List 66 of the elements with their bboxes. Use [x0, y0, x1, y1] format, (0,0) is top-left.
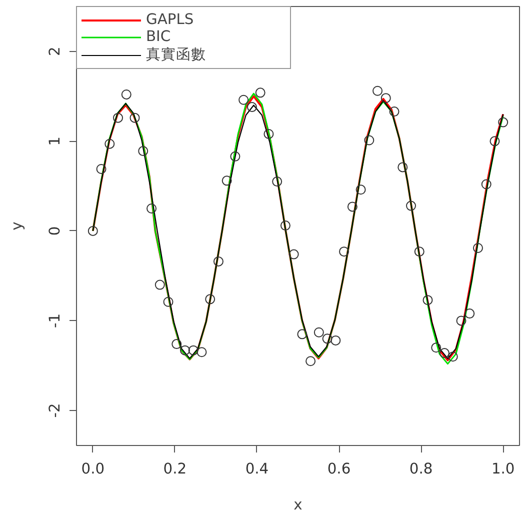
legend-label: BIC — [146, 28, 172, 45]
x-tick-label: 0.6 — [327, 460, 351, 478]
point — [238, 94, 249, 105]
point — [422, 295, 433, 306]
x-tick-label: 0.0 — [81, 460, 105, 478]
point — [88, 226, 98, 236]
x-tick-label: 0.4 — [245, 460, 269, 478]
point — [431, 342, 442, 353]
point — [196, 347, 207, 358]
point — [246, 102, 257, 112]
point — [255, 88, 266, 98]
point — [213, 256, 224, 266]
point — [138, 146, 148, 156]
point — [322, 334, 332, 344]
y-tick-label: 1 — [46, 136, 64, 146]
y-tick-label: 0 — [46, 226, 64, 236]
x-tick-label: 1.0 — [491, 460, 515, 478]
point — [490, 136, 500, 146]
point — [264, 128, 274, 139]
point — [222, 176, 232, 186]
point — [439, 348, 450, 358]
point — [163, 296, 174, 307]
x-axis-title: x — [294, 496, 303, 514]
point — [398, 162, 408, 172]
point — [414, 246, 424, 257]
point — [130, 112, 140, 123]
point — [472, 243, 483, 253]
point — [180, 345, 190, 356]
point — [146, 204, 157, 214]
point — [380, 93, 391, 104]
point — [113, 112, 124, 123]
point — [330, 335, 341, 346]
point — [230, 151, 240, 162]
legend-label: 真實函數 — [146, 45, 207, 64]
point — [406, 200, 416, 211]
x-tick-label: 0.8 — [409, 460, 433, 478]
point — [288, 249, 299, 260]
point — [280, 220, 290, 231]
x-tick-label: 0.2 — [163, 460, 187, 478]
point — [154, 280, 165, 290]
y-tick-label: -1 — [46, 313, 64, 328]
y-tick-label: 2 — [46, 46, 64, 56]
point — [339, 246, 350, 257]
point — [205, 294, 216, 304]
point — [297, 329, 308, 340]
point — [464, 308, 475, 319]
point — [498, 117, 508, 128]
point — [96, 164, 106, 174]
point — [306, 356, 316, 366]
point — [188, 345, 198, 356]
point — [389, 106, 400, 117]
point — [364, 135, 374, 146]
y-tick-label: -2 — [46, 403, 64, 418]
point — [347, 202, 358, 212]
point — [172, 339, 182, 350]
point — [121, 89, 132, 100]
point — [448, 352, 458, 362]
legend-label: GAPLS — [146, 11, 195, 28]
point — [356, 184, 366, 195]
point — [481, 179, 492, 190]
y-axis-title: y — [8, 221, 26, 230]
point — [272, 176, 282, 187]
point — [314, 327, 324, 338]
point — [372, 86, 383, 96]
point — [456, 316, 466, 326]
point — [104, 138, 115, 149]
